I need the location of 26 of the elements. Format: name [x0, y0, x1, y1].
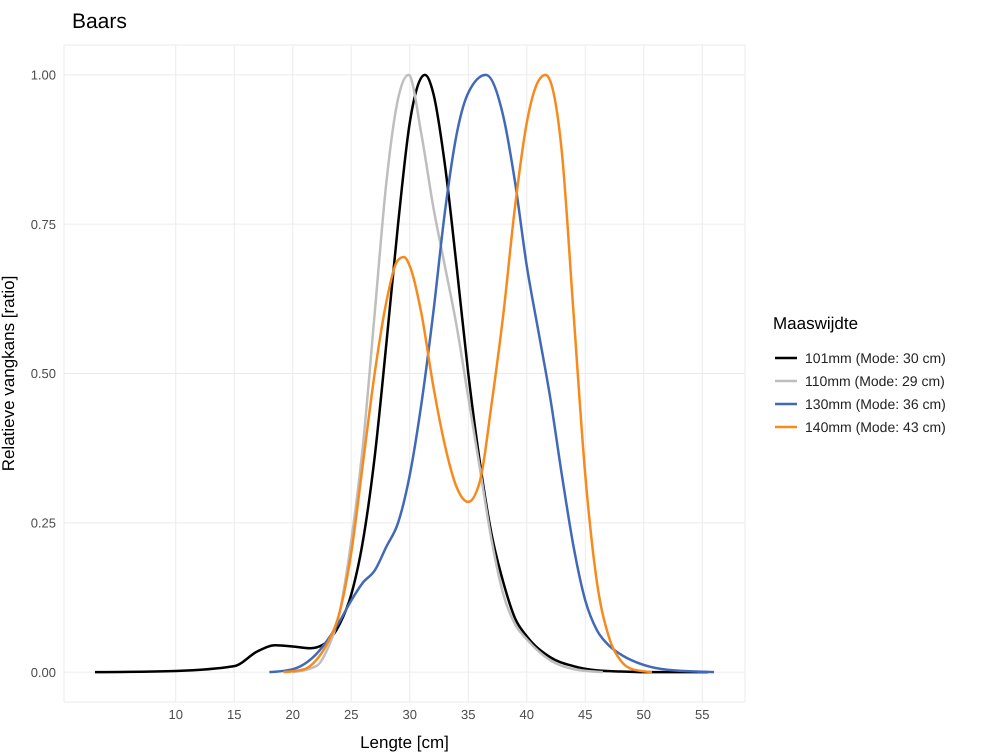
y-tick-label: 0.50	[30, 366, 56, 382]
x-axis-title: Lengte [cm]	[360, 733, 449, 752]
y-tick-label: 0.00	[30, 664, 56, 680]
x-tick-label: 10	[168, 707, 183, 722]
x-tick-label: 55	[695, 707, 710, 722]
y-tick-label: 0.25	[30, 515, 56, 530]
chart-title: Baars	[72, 10, 127, 34]
legend-label: 101mm (Mode: 30 cm)	[805, 350, 946, 366]
x-tick-label: 50	[636, 707, 652, 722]
x-tick-label: 35	[461, 707, 476, 722]
line-series	[282, 74, 654, 674]
x-tick-label: 30	[402, 707, 417, 722]
x-tick-label: 25	[344, 707, 358, 722]
x-tick-label: 20	[286, 707, 300, 722]
y-axis-title: Relatieve vangkans [ratio]	[0, 276, 18, 472]
x-tick-label: 40	[520, 707, 534, 722]
y-tick-label: 1.00	[30, 67, 56, 82]
line-series	[268, 74, 716, 674]
legend-label: 140mm (Mode: 43 cm)	[805, 418, 946, 434]
line-series	[292, 74, 604, 674]
y-tick-label: 0.75	[30, 216, 56, 232]
legend-label: 110mm (Mode: 29 cm)	[805, 372, 945, 388]
legend-title: Maaswijdte	[773, 314, 860, 334]
x-tick-label: 15	[227, 707, 242, 722]
legend-label: 130mm (Mode: 36 cm)	[805, 396, 946, 412]
x-tick-label: 45	[578, 707, 593, 722]
